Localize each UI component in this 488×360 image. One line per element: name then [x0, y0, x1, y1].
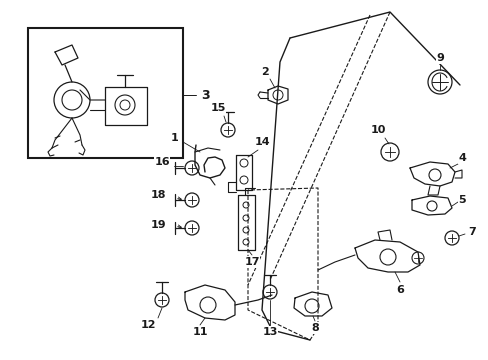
Bar — [28, 28, 183, 158]
Text: 2: 2 — [261, 67, 268, 77]
Text: 3: 3 — [200, 89, 209, 102]
Text: 7: 7 — [467, 227, 475, 237]
Text: 16: 16 — [154, 157, 169, 167]
Text: 19: 19 — [150, 220, 165, 230]
Text: 13: 13 — [262, 327, 277, 337]
Text: 6: 6 — [395, 285, 403, 295]
Text: 10: 10 — [369, 125, 385, 135]
Text: 1: 1 — [171, 133, 179, 143]
Text: 11: 11 — [192, 327, 207, 337]
Text: 8: 8 — [310, 323, 318, 333]
Text: 14: 14 — [254, 137, 269, 147]
Text: 15: 15 — [210, 103, 225, 113]
Text: 18: 18 — [150, 190, 165, 200]
Text: 5: 5 — [457, 195, 465, 205]
Text: 9: 9 — [435, 53, 443, 63]
Text: 17: 17 — [244, 257, 259, 267]
Text: 12: 12 — [140, 320, 156, 330]
Text: 4: 4 — [457, 153, 465, 163]
